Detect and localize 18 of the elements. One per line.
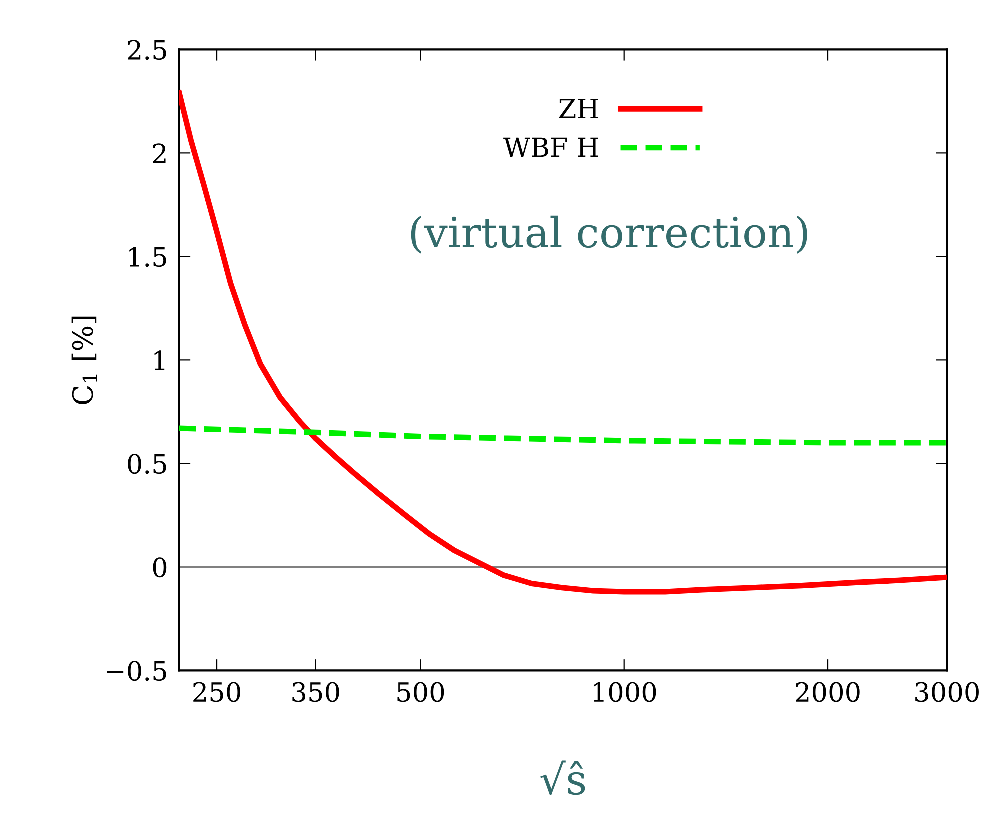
x-tick-label: 500 [398,682,444,702]
y-tick-label: −0.5 [107,661,166,682]
x-tick-label: 350 [292,682,340,702]
x-tick-label: 2000 [796,682,860,702]
y-tick-label: 0 [153,558,167,578]
y-tick-label: 1 [154,350,165,370]
x-tick-label: 250 [194,682,240,702]
y-tick-label: 2 [153,144,166,164]
x-tick-label: 3000 [916,682,979,702]
y-tick-label: 2.5 [128,40,166,60]
legend-label: ZH [560,99,598,118]
annotation: (virtual correction) [411,216,808,254]
y-tick-label: 0.5 [128,454,166,474]
x-axis-title: √ŝ [540,760,586,796]
y-axis-title: C$_{1}$ [%] [72,316,98,404]
legend-label: WBF H [504,138,598,158]
y-tick-label: 1.5 [130,247,166,268]
x-tick-label: 1000 [594,682,656,702]
